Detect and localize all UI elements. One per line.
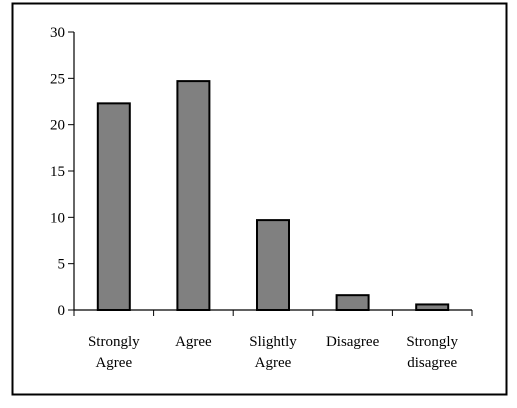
y-tick-label: 30 — [50, 25, 65, 41]
y-tick-label: 0 — [58, 303, 66, 319]
bars-group — [96, 80, 450, 312]
x-tick-label-line: Agree — [95, 355, 132, 371]
x-tick-label: Strongly disagree — [406, 334, 458, 371]
x-tick-label: Slightly Agree — [249, 334, 297, 371]
x-tick-label: Strongly Agree — [88, 334, 140, 371]
y-tick-label: 20 — [50, 118, 65, 134]
x-tick-label-line: disagree — [407, 355, 457, 371]
x-tick-label-line: Disagree — [326, 334, 380, 350]
x-tick-label-line: Strongly — [88, 334, 140, 350]
x-tick-label: Agree — [175, 334, 212, 350]
x-tick-label-line: Slightly — [249, 334, 297, 350]
y-axis-ticks: 0 5 10 15 20 25 30 — [50, 25, 74, 319]
y-tick-label: 10 — [50, 210, 65, 226]
chart-border — [11, 2, 508, 396]
bar — [96, 102, 131, 311]
y-tick-label: 15 — [50, 164, 65, 180]
x-tick-label: Disagree — [326, 334, 380, 350]
x-tick-label-line: Strongly — [406, 334, 458, 350]
x-tick-label-line: Agree — [255, 355, 292, 371]
x-axis-labels: Strongly Agree Agree Slightly Agree Disagree S… — [73, 310, 473, 371]
y-tick-label: 5 — [58, 257, 66, 273]
bar — [335, 294, 370, 312]
bar — [256, 219, 290, 311]
bar — [415, 303, 450, 312]
y-tick-label: 25 — [50, 71, 65, 87]
bar — [176, 80, 211, 312]
x-tick-label-line: Agree — [175, 334, 212, 350]
